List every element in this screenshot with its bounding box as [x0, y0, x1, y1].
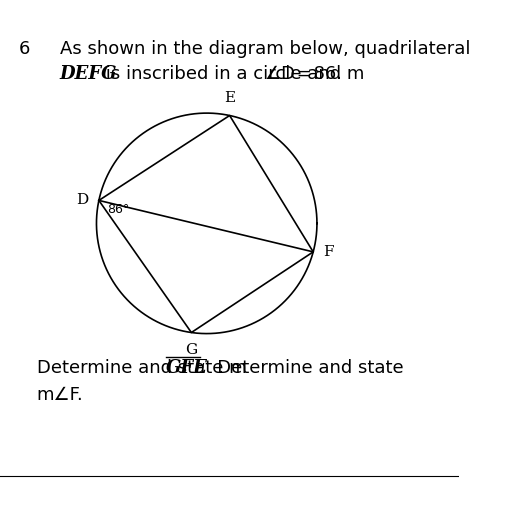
Text: D: D: [77, 194, 89, 207]
Text: ∠D = 86.: ∠D = 86.: [265, 65, 341, 83]
Text: Determine and state m: Determine and state m: [37, 359, 246, 377]
Text: E: E: [224, 91, 235, 105]
Text: is inscribed in a circle and m: is inscribed in a circle and m: [100, 65, 364, 83]
Text: G: G: [185, 342, 197, 357]
Text: F: F: [323, 245, 334, 259]
Text: m∠F.: m∠F.: [37, 386, 84, 404]
Text: 86°: 86°: [107, 203, 129, 216]
Text: .  Determine and state: . Determine and state: [200, 359, 404, 377]
Text: 6: 6: [18, 39, 30, 58]
Text: GFE: GFE: [167, 359, 208, 377]
Text: As shown in the diagram below, quadrilateral: As shown in the diagram below, quadrilat…: [60, 39, 470, 58]
Text: DEFG: DEFG: [60, 65, 117, 83]
